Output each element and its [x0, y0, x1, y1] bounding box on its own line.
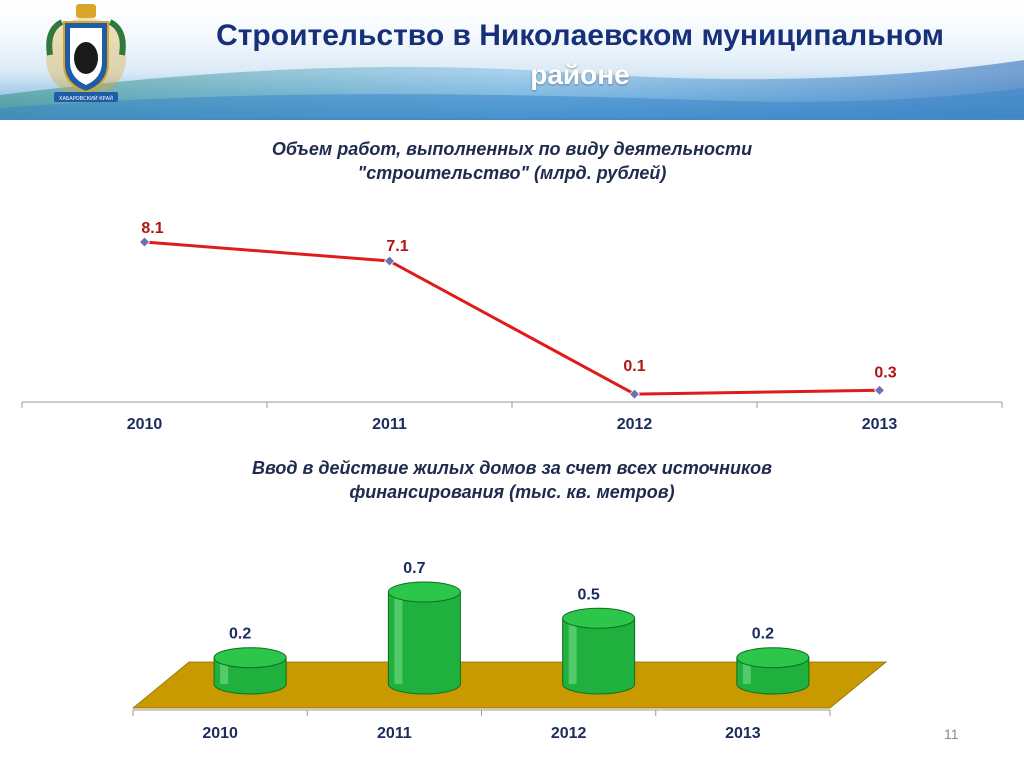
- line-chart-title-line1: Объем работ, выполненных по виду деятель…: [271, 139, 753, 159]
- bar-data-label: 0.2: [229, 626, 251, 643]
- emblem-text: ХАБАРОВСКИЙ КРАЙ: [59, 95, 113, 102]
- line-x-tick-label: 2010: [127, 416, 163, 433]
- slide-title-line2: районе: [530, 59, 630, 90]
- bar-chart-title-line2: финансирования (тыс. кв. метров): [349, 482, 675, 502]
- bar-chart-floor: [131, 661, 888, 709]
- bar-cylinder-body: [387, 591, 461, 695]
- header-waves: [0, 60, 1024, 120]
- bar-cylinder: [213, 647, 287, 695]
- bar-cylinder-top: [387, 581, 461, 603]
- bar-cylinder-body: [562, 617, 636, 695]
- header-banner: ХАБАРОВСКИЙ КРАЙ Строительство в Николае…: [0, 0, 1024, 120]
- bar-x-tick-label: 2012: [551, 725, 587, 742]
- bar-cylinder-top: [736, 647, 810, 669]
- coat-of-arms-logo: ХАБАРОВСКИЙ КРАЙ: [46, 4, 126, 102]
- line-data-label: 8.1: [141, 220, 163, 237]
- line-data-label: 7.1: [386, 238, 408, 255]
- bar-data-label: 0.7: [403, 560, 425, 577]
- line-x-tick-label: 2013: [862, 416, 898, 433]
- bar-chart-title-line1: Ввод в действие жилых домов за счет всех…: [251, 458, 773, 478]
- bar-cylinder-highlight: [394, 596, 403, 684]
- slide-title-line1: Строительство в Николаевском муниципальн…: [216, 19, 944, 52]
- line-data-label: 0.3: [874, 364, 896, 381]
- line-point-marker: [138, 236, 151, 248]
- line-series: [144, 240, 880, 396]
- line-point-marker: [628, 388, 641, 400]
- bar-data-label: 0.2: [752, 626, 774, 643]
- line-point-marker: [873, 384, 886, 396]
- bar-cylinder: [562, 607, 636, 695]
- line-chart-title: Объем работ, выполненных по виду деятель…: [0, 137, 1024, 185]
- slide-title: Строительство в Николаевском муниципальн…: [140, 16, 1020, 94]
- bar-data-label: 0.5: [578, 586, 600, 603]
- slide-number: 11: [944, 726, 959, 742]
- bar-cylinder: [736, 647, 810, 695]
- bar-cylinder-top: [562, 607, 636, 629]
- header-divider: [0, 118, 1024, 120]
- bar-cylinder-highlight: [742, 661, 751, 684]
- line-data-label: 0.1: [623, 358, 645, 375]
- bar-x-tick-label: 2011: [377, 725, 412, 742]
- bar-chart-title: Ввод в действие жилых домов за счет всех…: [0, 456, 1024, 504]
- bar-cylinder: [387, 581, 461, 695]
- bar-x-tick-label: 2010: [202, 725, 238, 742]
- line-point-marker: [383, 255, 396, 267]
- bar-cylinder-highlight: [220, 661, 229, 684]
- line-chart-title-line2: "строительство" (млрд. рублей): [357, 163, 667, 183]
- bar-cylinder-highlight: [568, 622, 577, 684]
- line-x-tick-label: 2011: [372, 416, 407, 433]
- bar-x-tick-label: 2013: [725, 725, 761, 742]
- bar-cylinder-top: [213, 647, 287, 669]
- line-x-tick-label: 2012: [617, 416, 653, 433]
